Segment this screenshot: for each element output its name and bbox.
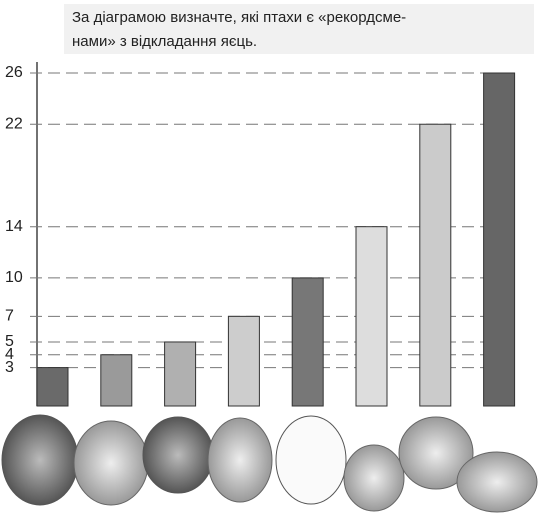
bird-pictures: [1, 414, 538, 513]
bar: [355, 226, 388, 407]
chart-title: нами» з відкладання яєць.: [72, 33, 257, 50]
y-tick-label: 7: [5, 308, 14, 325]
bar: [419, 123, 452, 407]
y-tick-label: 22: [5, 115, 23, 132]
bar: [227, 315, 260, 407]
title-band: [64, 4, 534, 54]
chart-title: За діаграмою визначте, які птахи є «реко…: [72, 9, 406, 26]
y-tick-label: 14: [5, 218, 23, 235]
bar: [36, 367, 69, 407]
bar: [100, 354, 133, 407]
y-tick-label: 10: [5, 269, 23, 286]
y-tick-label: 5: [5, 333, 14, 350]
y-tick-label: 4: [5, 346, 14, 363]
bar: [483, 72, 516, 407]
y-tick-label: 26: [5, 64, 23, 81]
bar: [291, 277, 324, 407]
y-tick-label: 3: [5, 359, 14, 376]
bar: [164, 341, 197, 407]
